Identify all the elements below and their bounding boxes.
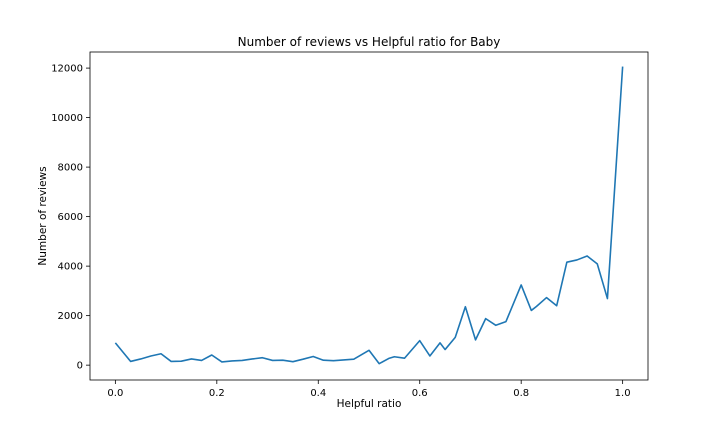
y-tick-label: 8000 <box>58 163 83 174</box>
x-tick-label: 0.6 <box>412 388 428 399</box>
y-tick-label: 12000 <box>51 64 83 75</box>
x-tick-label: 0.4 <box>310 388 326 399</box>
chart-title: Number of reviews vs Helpful ratio for B… <box>238 35 501 49</box>
x-tick-label: 0.8 <box>513 388 529 399</box>
y-tick-label: 4000 <box>58 262 83 273</box>
x-tick-label: 0.0 <box>107 388 123 399</box>
y-tick-label: 0 <box>77 361 83 372</box>
y-tick-label: 2000 <box>58 311 83 322</box>
y-axis-label: Number of reviews <box>37 166 49 265</box>
x-tick-label: 0.2 <box>209 388 225 399</box>
y-axis-ticks: 0 2000 4000 6000 8000 10000 12000 <box>51 64 90 372</box>
x-axis-label: Helpful ratio <box>337 398 402 410</box>
series-line <box>114 66 624 365</box>
x-tick-label: 1.0 <box>615 388 631 399</box>
plot-frame <box>89 51 649 381</box>
y-tick-label: 10000 <box>51 113 83 124</box>
y-tick-label: 6000 <box>58 212 83 223</box>
x-axis-ticks: 0.0 0.2 0.4 0.6 0.8 1.0 <box>107 380 631 399</box>
